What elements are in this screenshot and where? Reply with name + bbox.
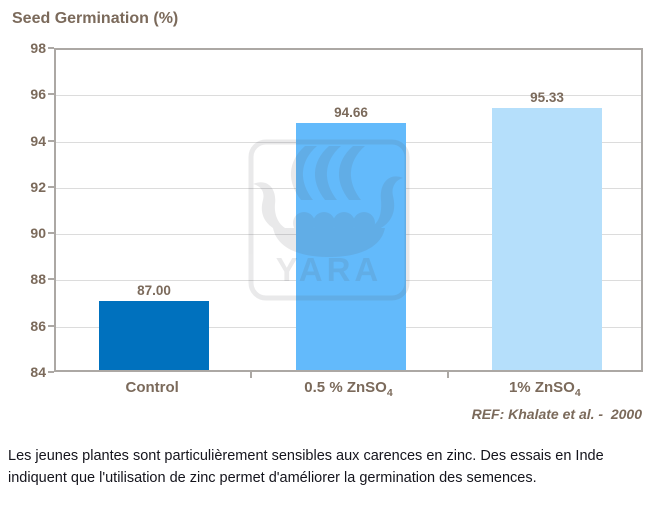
bar-3 xyxy=(492,108,602,370)
ytick-label-86: 86 xyxy=(30,317,46,334)
xtick-mark-1 xyxy=(250,372,252,378)
bar-2 xyxy=(296,123,406,370)
gridline-96 xyxy=(56,95,641,97)
xtick-label-1: Control xyxy=(125,379,179,396)
ytick-label-94: 94 xyxy=(30,132,46,149)
ytick-mark-92 xyxy=(48,185,54,188)
ytick-label-84: 84 xyxy=(30,364,46,380)
ytick-label-90: 90 xyxy=(30,225,46,242)
ytick-mark-94 xyxy=(48,139,54,142)
reference-text: REF: Khalate et al. - 2000 xyxy=(471,406,642,422)
caption-text: Les jeunes plantes sont particulièrement… xyxy=(8,448,604,487)
chart-title: Seed Germination (%) xyxy=(12,10,179,27)
bar-1 xyxy=(99,301,209,370)
bar-value-label-3: 95.33 xyxy=(530,90,564,105)
ytick-label-98: 98 xyxy=(30,40,46,56)
xtick-mark-2 xyxy=(447,372,449,378)
ytick-label-96: 96 xyxy=(30,86,46,103)
bar-value-label-1: 87.00 xyxy=(137,283,171,298)
ytick-label-92: 92 xyxy=(30,178,46,195)
xtick-label-2: 0.5 % ZnSO4 xyxy=(304,379,393,399)
ytick-mark-84 xyxy=(48,371,54,373)
ytick-mark-86 xyxy=(48,324,54,327)
ytick-mark-90 xyxy=(48,232,54,235)
xtick-label-3: 1% ZnSO4 xyxy=(508,379,581,399)
bar-value-label-2: 94.66 xyxy=(334,105,368,120)
ytick-label-88: 88 xyxy=(30,271,46,288)
ytick-mark-96 xyxy=(48,93,54,96)
ytick-mark-88 xyxy=(48,278,54,281)
ytick-mark-98 xyxy=(48,47,54,49)
x-axis-labels: Control 0.5 % ZnSO4 1% ZnSO4 xyxy=(54,379,643,399)
plot-area: 87.00 94.66 95.33 xyxy=(54,48,643,372)
